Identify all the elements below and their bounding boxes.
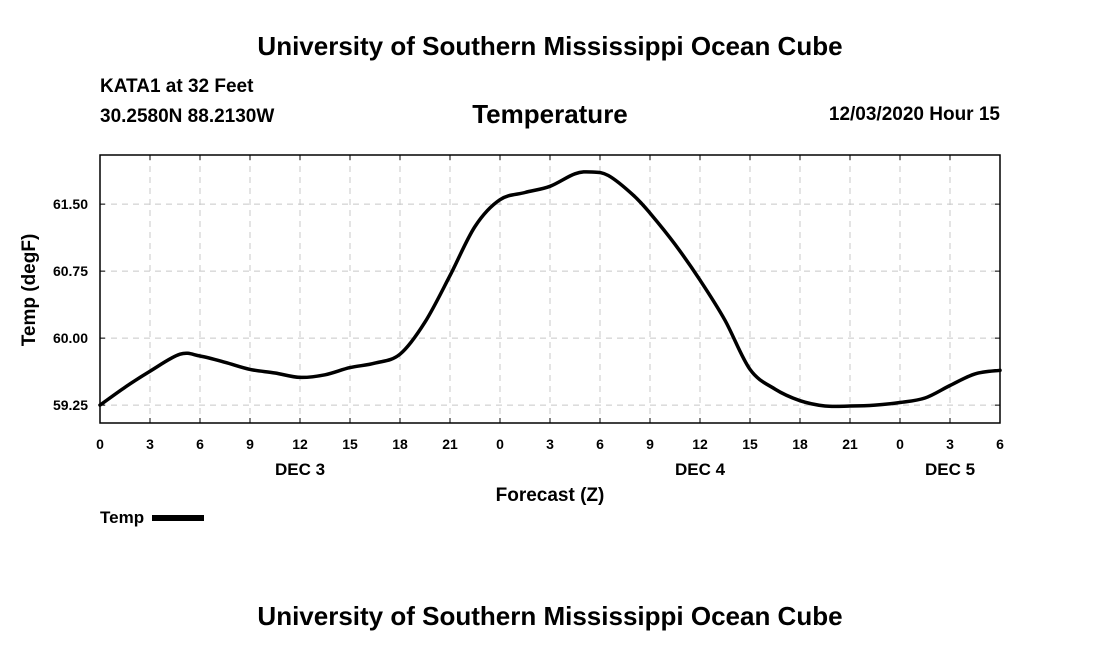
x-tick-label: 0 <box>896 436 904 452</box>
legend-label: Temp <box>100 508 145 527</box>
footer-title: University of Southern Mississippi Ocean… <box>257 601 843 631</box>
x-tick-label: 18 <box>792 436 808 452</box>
x-tick-label: 0 <box>496 436 504 452</box>
x-tick-label: 6 <box>596 436 604 452</box>
chart-title: Temperature <box>472 99 628 129</box>
date-label: DEC 4 <box>675 460 726 479</box>
legend-line-swatch <box>152 515 205 521</box>
x-tick-label: 18 <box>392 436 408 452</box>
station-location: 30.2580N 88.2130W <box>100 106 275 127</box>
axis-ticks: 0 3 6 9 12 15 18 21 0 3 6 9 12 15 18 21 0 3 6 59.25 60.00 60.… <box>53 155 1004 479</box>
page-title: University of Southern Mississippi Ocean… <box>257 31 843 61</box>
forecast-datetime: 12/03/2020 Hour 15 <box>828 104 1000 125</box>
y-tick-label: 59.25 <box>53 397 88 413</box>
grid-lines <box>100 155 1000 423</box>
y-axis-label: Temp (degF) <box>19 234 40 347</box>
y-tick-label: 60.00 <box>53 330 88 346</box>
x-tick-label: 6 <box>196 436 204 452</box>
x-tick-label: 12 <box>692 436 708 452</box>
station-name: KATA1 at 32 Feet <box>100 76 254 97</box>
date-label: DEC 5 <box>925 460 975 479</box>
x-tick-label: 15 <box>342 436 358 452</box>
x-tick-label: 3 <box>546 436 554 452</box>
legend: Temp <box>100 508 205 528</box>
x-tick-label: 12 <box>292 436 308 452</box>
x-tick-label: 3 <box>946 436 954 452</box>
temp-series-line <box>98 170 1002 409</box>
x-tick-label: 6 <box>996 436 1004 452</box>
x-tick-label: 0 <box>96 436 104 452</box>
date-label: DEC 3 <box>275 460 325 479</box>
x-tick-label: 21 <box>442 436 458 452</box>
x-axis-label: Forecast (Z) <box>496 485 605 506</box>
x-tick-label: 15 <box>742 436 758 452</box>
y-tick-label: 60.75 <box>53 263 88 279</box>
y-tick-label: 61.50 <box>53 196 88 212</box>
x-tick-label: 21 <box>842 436 858 452</box>
x-tick-label: 3 <box>146 436 154 452</box>
x-tick-label: 9 <box>646 436 654 452</box>
x-tick-label: 9 <box>246 436 254 452</box>
